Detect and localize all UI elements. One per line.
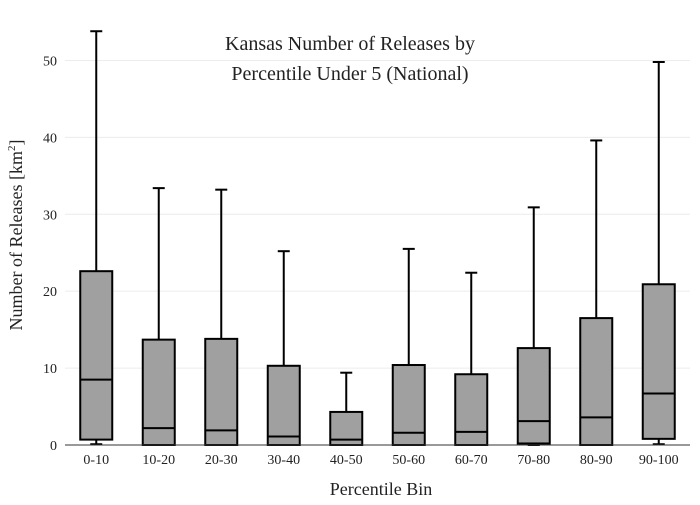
x-tick-label-90-100: 90-100 bbox=[639, 453, 679, 468]
box-group-90-100 bbox=[641, 60, 676, 446]
box-80-90 bbox=[579, 317, 614, 447]
y-tick-label-10: 10 bbox=[43, 362, 57, 377]
y-axis-title-superscript: 2 bbox=[6, 146, 18, 152]
x-tick-label-10-20: 10-20 bbox=[142, 453, 175, 468]
box-series bbox=[79, 30, 676, 447]
y-axis-title-close: ] bbox=[6, 140, 26, 146]
box-group-60-70 bbox=[454, 271, 489, 446]
x-tick-label-0-10: 0-10 bbox=[83, 453, 109, 468]
x-tick-label-60-70: 60-70 bbox=[455, 453, 488, 468]
y-tick-label-50: 50 bbox=[43, 54, 57, 69]
x-axis-title: Percentile Bin bbox=[330, 479, 432, 499]
box-70-80 bbox=[516, 347, 551, 445]
x-tick-label-20-30: 20-30 bbox=[205, 453, 238, 468]
chart-title-line-1: Kansas Number of Releases by bbox=[225, 33, 475, 55]
box-group-30-40 bbox=[266, 250, 301, 446]
x-tick-label-30-40: 30-40 bbox=[267, 453, 300, 468]
box-10-20 bbox=[141, 338, 176, 447]
box-group-70-80 bbox=[516, 206, 551, 446]
box-group-0-10 bbox=[79, 30, 114, 446]
box-group-50-60 bbox=[391, 247, 426, 447]
box-group-10-20 bbox=[141, 187, 176, 447]
y-tick-label-20: 20 bbox=[43, 285, 57, 300]
y-tick-label-40: 40 bbox=[43, 131, 57, 146]
box-group-20-30 bbox=[204, 188, 239, 446]
x-tick-label-40-50: 40-50 bbox=[330, 453, 363, 468]
x-tick-label-70-80: 70-80 bbox=[517, 453, 550, 468]
y-tick-label-0: 0 bbox=[50, 439, 57, 454]
y-tick-label-30: 30 bbox=[43, 208, 57, 223]
box-0-10 bbox=[79, 270, 114, 441]
y-axis-title: Number of Releases [km2] bbox=[6, 140, 26, 331]
box-30-40 bbox=[266, 364, 301, 446]
y-tick-labels: 0 10 20 30 40 50 bbox=[43, 54, 57, 454]
x-tick-label-80-90: 80-90 bbox=[580, 453, 613, 468]
x-tick-labels: 0-10 10-20 20-30 30-40 40-50 50-60 60-70 70-80 8… bbox=[83, 453, 678, 468]
box-group-40-50 bbox=[329, 371, 364, 446]
box-20-30 bbox=[204, 337, 239, 446]
chart-title-line-2: Percentile Under 5 (National) bbox=[231, 63, 468, 85]
x-tick-label-50-60: 50-60 bbox=[392, 453, 425, 468]
y-axis-title-main: Number of Releases [km bbox=[6, 151, 26, 330]
box-60-70 bbox=[454, 373, 489, 446]
box-90-100 bbox=[641, 283, 676, 440]
box-group-80-90 bbox=[579, 139, 614, 447]
